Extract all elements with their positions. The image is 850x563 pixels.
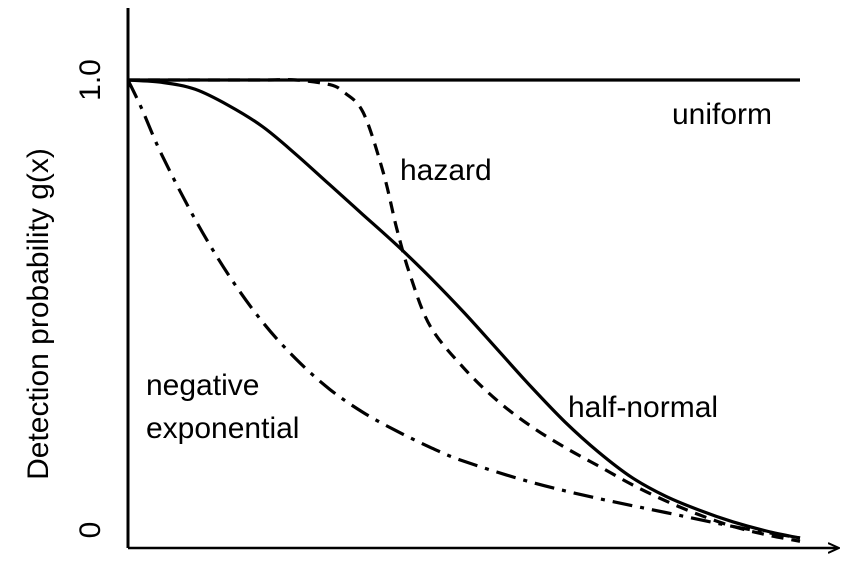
annotation-exponential: exponential: [146, 412, 299, 445]
annotation-hazard: hazard: [400, 154, 492, 187]
annotation-half-normal: half-normal: [568, 391, 718, 424]
y-tick-label-top: 1.0: [74, 59, 107, 101]
series-half-normal-line: [127, 78, 801, 540]
series-layer: [126, 78, 801, 543]
annotation-uniform: uniform: [672, 98, 772, 131]
series-negative-exponential-line: [126, 79, 801, 540]
y-tick-label-bottom: 0: [74, 522, 107, 539]
annotation-negative: negative: [146, 369, 259, 402]
series-hazard-line: [127, 78, 801, 543]
y-axis-label: Detection probability g(x): [22, 148, 55, 480]
